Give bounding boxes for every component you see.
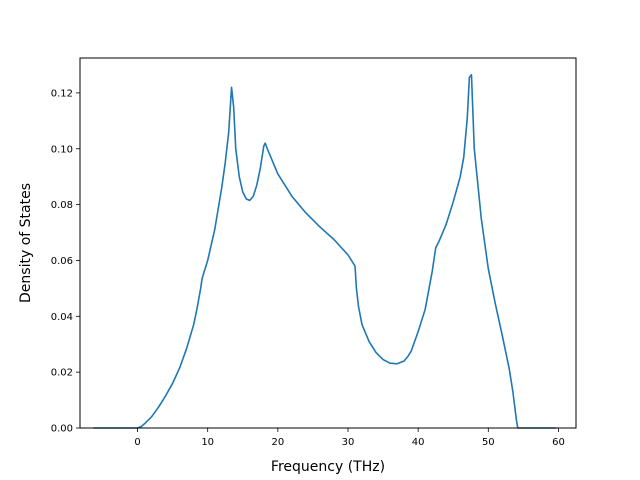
- x-tick-label: 60: [552, 437, 565, 448]
- y-tick-label: 0.04: [51, 312, 73, 323]
- x-tick-label: 50: [482, 437, 495, 448]
- axes-frame: [79, 57, 577, 429]
- y-axis-ticks: 0.00 0.02 0.04 0.06 0.08 0.10 0.12: [51, 88, 80, 435]
- y-tick-label: 0.06: [51, 256, 73, 267]
- x-tick-label: 30: [342, 437, 355, 448]
- y-axis-label: Density of States: [18, 183, 34, 303]
- y-tick-label: 0.08: [51, 200, 73, 211]
- y-tick-label: 0.00: [51, 424, 73, 435]
- x-axis-label: Frequency (THz): [271, 459, 385, 475]
- dos-series-line-0: [93, 73, 557, 429]
- x-tick-label: 0: [134, 437, 140, 448]
- x-axis-ticks: 0 10 20 30 40 50 60: [134, 428, 565, 448]
- y-tick-label: 0.12: [51, 88, 73, 99]
- y-tick-label: 0.02: [51, 368, 73, 379]
- x-tick-label: 40: [412, 437, 425, 448]
- x-tick-label: 10: [201, 437, 214, 448]
- plot-area: [80, 58, 576, 428]
- x-tick-label: 20: [271, 437, 284, 448]
- plot-content: [93, 73, 557, 429]
- y-tick-label: 0.10: [51, 144, 73, 155]
